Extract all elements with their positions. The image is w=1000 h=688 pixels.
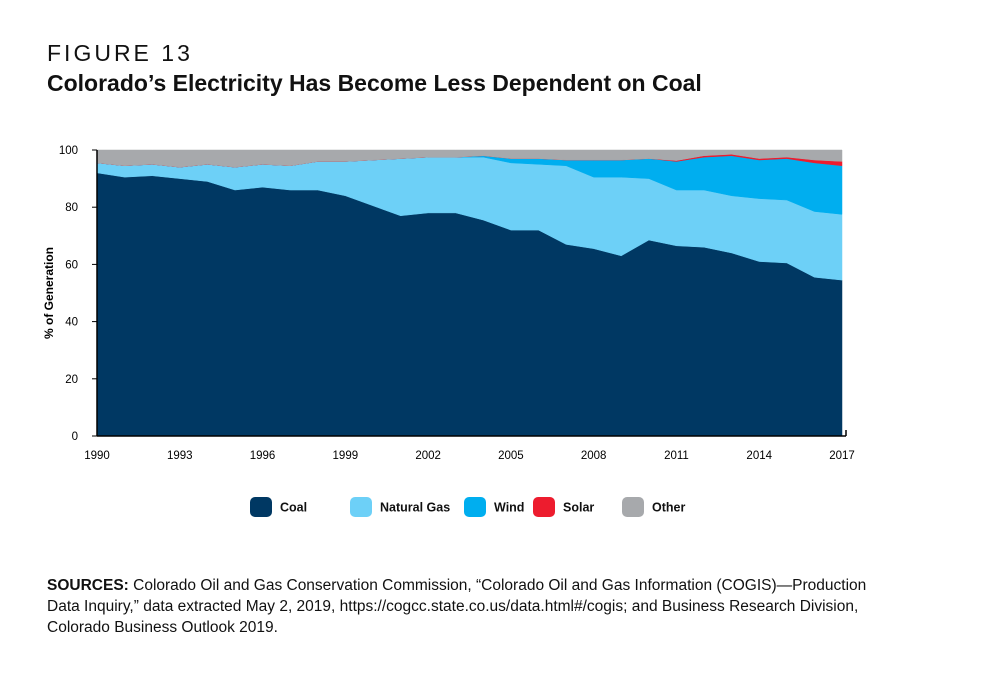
sources-label: SOURCES: xyxy=(47,577,129,594)
area-other xyxy=(96,149,843,168)
legend: Coal Natural Gas Wind Solar Other xyxy=(250,497,685,517)
figure-title: Colorado’s Electricity Has Become Less D… xyxy=(47,70,702,96)
y-tick-label: 100 xyxy=(59,145,78,157)
sources-text: Colorado Oil and Gas Conservation Commis… xyxy=(47,577,867,636)
x-tick-label: 1996 xyxy=(250,450,276,462)
x-tick-label: 1999 xyxy=(333,450,359,462)
legend-label-coal: Coal xyxy=(280,501,307,515)
x-tick-label: 1990 xyxy=(84,450,110,462)
legend-swatch-natural-gas xyxy=(350,497,372,517)
legend-label-other: Other xyxy=(652,501,685,515)
x-tick-label: 2008 xyxy=(581,450,607,462)
y-tick-label: 0 xyxy=(72,431,78,443)
legend-swatch-other xyxy=(622,497,644,517)
x-tick-label: 2014 xyxy=(746,450,772,462)
legend-label-wind: Wind xyxy=(494,501,524,515)
axes-group: 0 20 40 60 80 100 1990 1993 1996 1999 2002 2005 2008… xyxy=(42,145,855,462)
x-tick-label: 1993 xyxy=(167,450,193,462)
area-chart: 0 20 40 60 80 100 1990 1993 1996 1999 2002 2005 2008… xyxy=(42,145,855,517)
y-tick-label: 20 xyxy=(65,374,78,386)
legend-label-natural-gas: Natural Gas xyxy=(380,501,450,515)
x-tick-label: 2011 xyxy=(664,450,689,462)
legend-swatch-wind xyxy=(464,497,486,517)
y-tick-label: 40 xyxy=(65,317,78,329)
x-tick-label: 2005 xyxy=(498,450,524,462)
legend-label-solar: Solar xyxy=(563,501,594,515)
sources-note: SOURCES: Colorado Oil and Gas Conservati… xyxy=(47,575,867,638)
legend-swatch-coal xyxy=(250,497,272,517)
legend-swatch-solar xyxy=(533,497,555,517)
x-tick-label: 2017 xyxy=(829,450,855,462)
area-series-group xyxy=(96,149,843,437)
y-tick-label: 80 xyxy=(65,202,78,214)
y-axis-label: % of Generation xyxy=(42,247,56,339)
y-tick-label: 60 xyxy=(65,259,78,271)
x-tick-label: 2002 xyxy=(415,450,441,462)
figure-label: FIGURE 13 xyxy=(47,40,193,66)
